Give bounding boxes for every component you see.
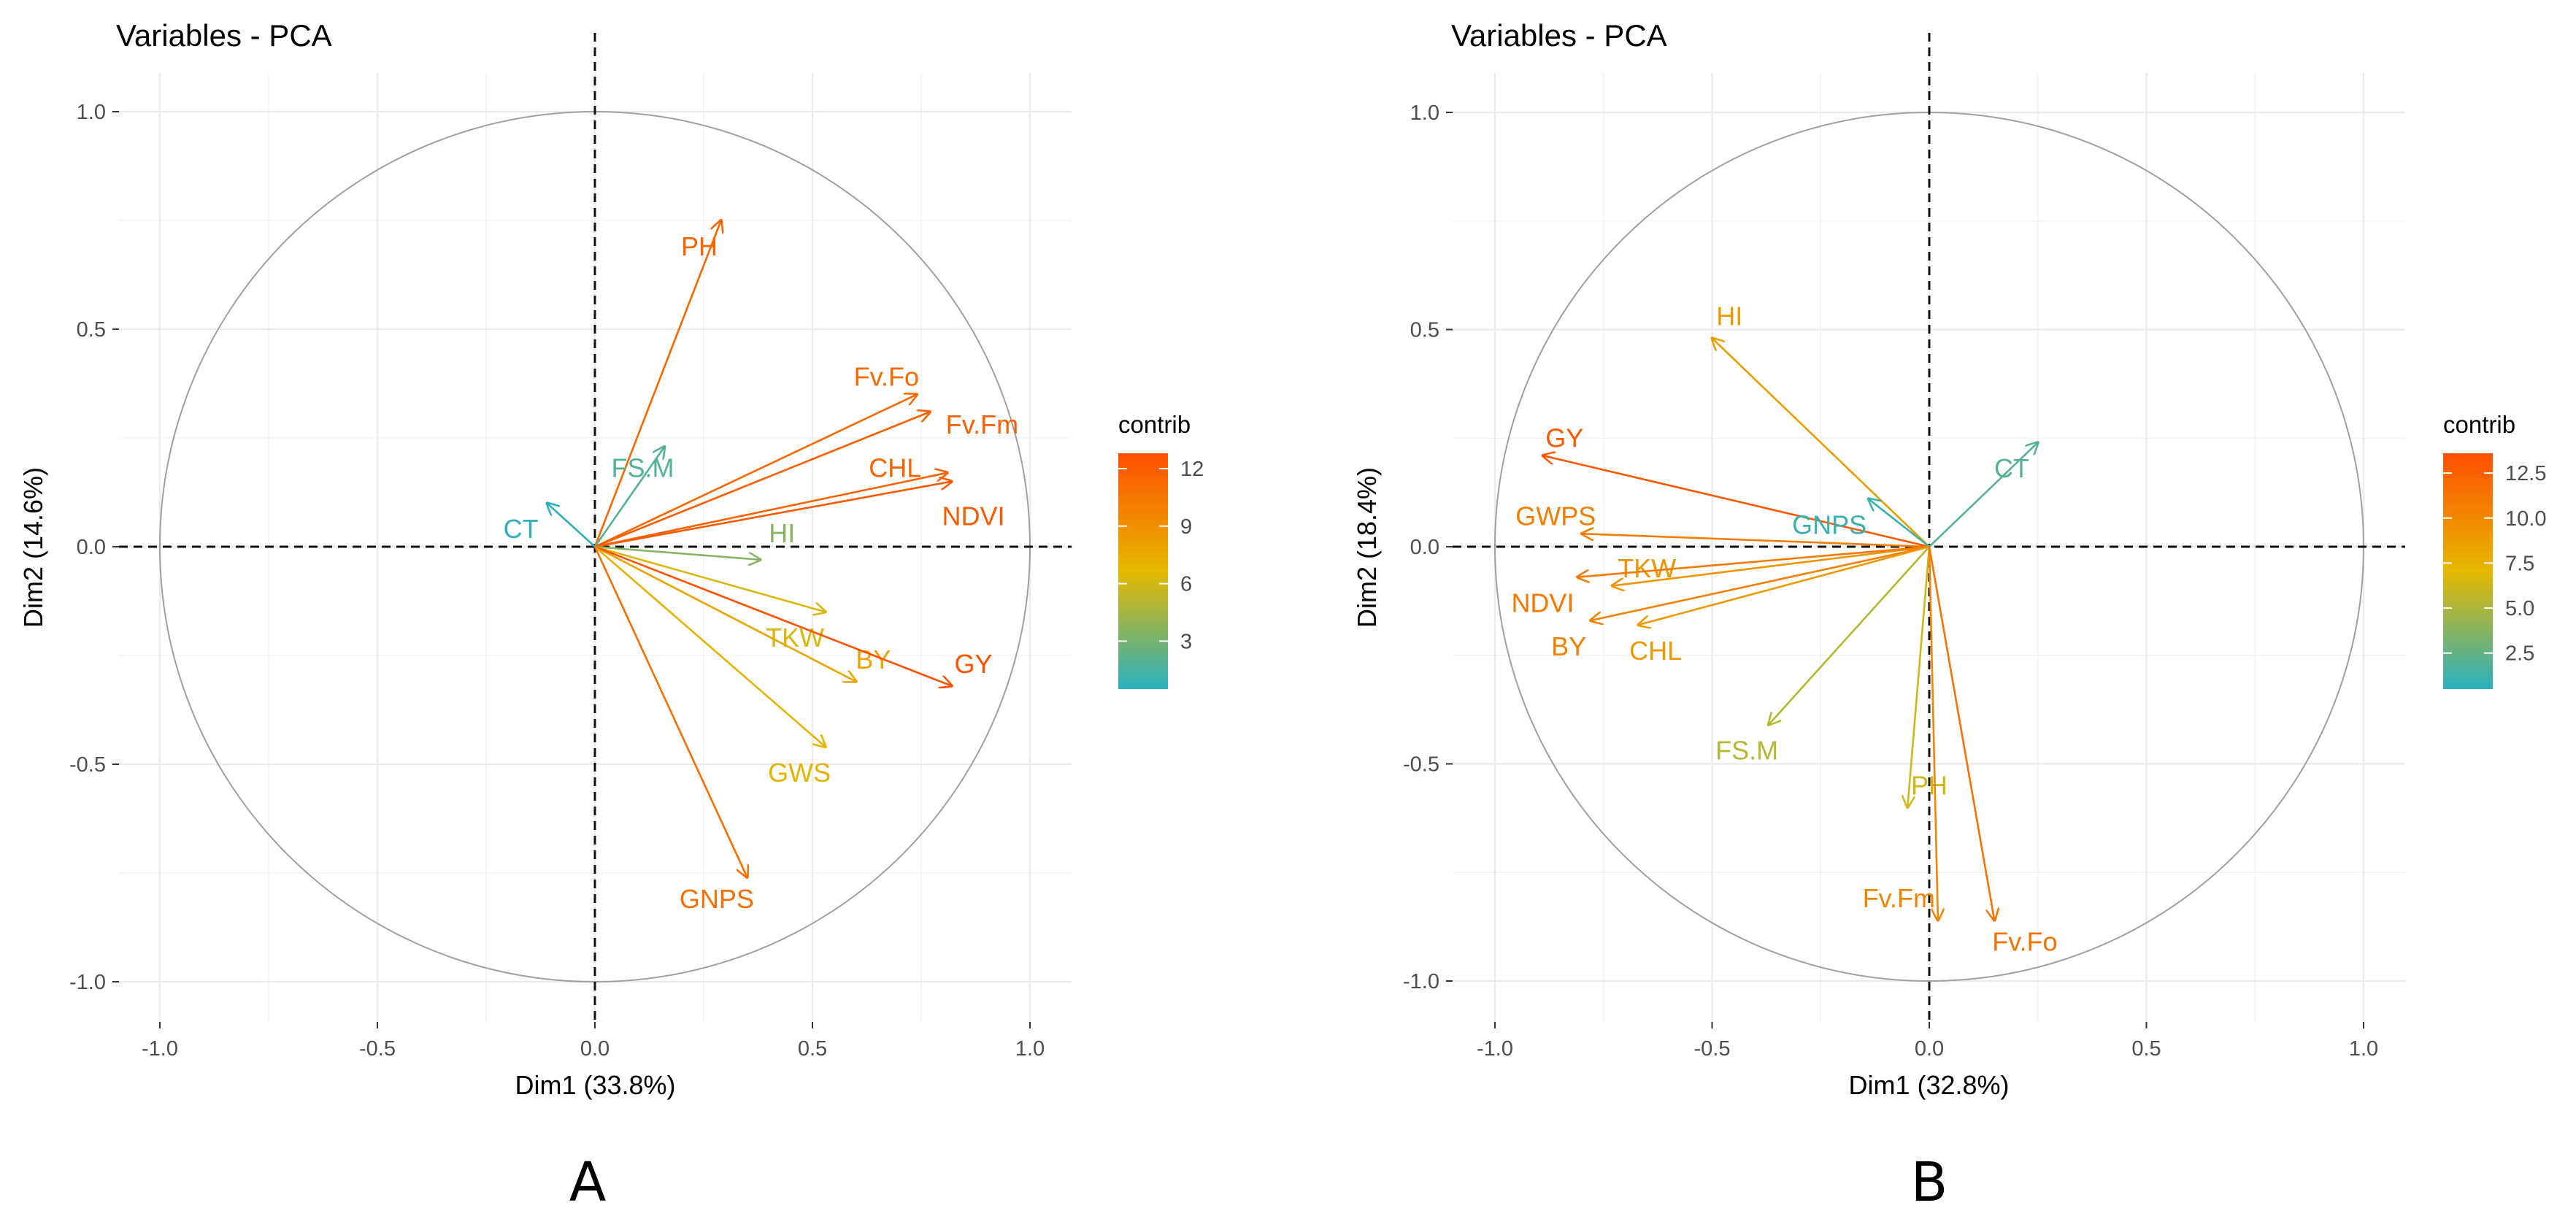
x-tick-label: -1.0 bbox=[1477, 1037, 1513, 1061]
legend-tick-label: 10.0 bbox=[2505, 507, 2546, 531]
variable-arrow bbox=[593, 220, 721, 547]
variable-arrow bbox=[594, 412, 930, 548]
variable-label: HI bbox=[769, 518, 795, 548]
variable-arrow bbox=[1928, 546, 1938, 920]
variable-arrow bbox=[594, 546, 826, 747]
variable-arrow bbox=[594, 545, 856, 682]
pca-panel-b: -1.0 -1.0 -0.5 -0.5 0.0 0.0 0.5 0.5 1.0 1.0 Variab… bbox=[1352, 18, 2546, 1214]
variable-label: TKW bbox=[1618, 553, 1676, 583]
legend-tick-label: 9 bbox=[1180, 515, 1192, 539]
y-tick-label: -1.0 bbox=[1403, 970, 1439, 993]
panel-letter: A bbox=[569, 1151, 607, 1214]
variable-arrow bbox=[1638, 545, 1930, 625]
variable-arrow bbox=[547, 503, 596, 547]
legend-title: contrib bbox=[1118, 411, 1191, 438]
x-axis-label: Dim1 (32.8%) bbox=[1848, 1070, 2009, 1100]
variable-arrow bbox=[1712, 338, 1930, 547]
chart-title: Variables - PCA bbox=[116, 18, 332, 53]
y-tick-label: 0.0 bbox=[77, 536, 106, 559]
variable-arrow bbox=[594, 545, 826, 612]
legend-tick-label: 2.5 bbox=[2505, 642, 2534, 666]
variable-label: Fv.Fo bbox=[1992, 926, 2057, 956]
variable-arrow bbox=[1542, 455, 1930, 548]
y-tick-label: -1.0 bbox=[69, 971, 106, 994]
variable-label: NDVI bbox=[942, 501, 1005, 531]
variable-arrow bbox=[1769, 546, 1930, 725]
variable-label: PH bbox=[1911, 770, 1948, 800]
variable-label: Fv.Fm bbox=[1863, 883, 1935, 913]
x-tick-label: 1.0 bbox=[1015, 1037, 1045, 1061]
y-axis-label: Dim2 (14.6%) bbox=[18, 467, 48, 628]
y-tick-label: 0.5 bbox=[1410, 319, 1439, 342]
panel-letter: B bbox=[1911, 1151, 1948, 1214]
variable-label: BY bbox=[1551, 631, 1586, 661]
variable-arrow bbox=[594, 482, 952, 548]
x-tick-label: -0.5 bbox=[359, 1037, 396, 1061]
variable-arrow bbox=[1612, 545, 1930, 586]
y-tick-label: 1.0 bbox=[77, 101, 106, 124]
variable-label: CHL bbox=[1629, 636, 1682, 666]
x-tick-label: 0.0 bbox=[1915, 1037, 1944, 1061]
variable-arrow bbox=[594, 545, 952, 686]
variable-label: GWPS bbox=[1515, 501, 1596, 531]
variable-label: TKW bbox=[766, 623, 824, 653]
variable-label: Fv.Fm bbox=[946, 409, 1018, 439]
variable-arrow bbox=[1929, 442, 2038, 547]
legend-colorbar bbox=[1118, 453, 1168, 689]
pca-panel-a: -1.0 -1.0 -0.5 -0.5 0.0 0.0 0.5 0.5 1.0 1.0 Variab… bbox=[18, 18, 1204, 1214]
variable-label: HI bbox=[1716, 301, 1742, 331]
legend-tick-label: 3 bbox=[1180, 630, 1192, 653]
legend-tick-label: 12.5 bbox=[2505, 462, 2546, 485]
variable-arrow bbox=[1582, 534, 1930, 548]
legend-tick-label: 7.5 bbox=[2505, 552, 2534, 575]
y-axis-label: Dim2 (18.4%) bbox=[1352, 467, 1382, 628]
variable-label: FS.M bbox=[612, 453, 674, 483]
variable-label: PH bbox=[681, 231, 718, 261]
x-tick-label: 1.0 bbox=[2349, 1037, 2378, 1061]
variable-arrow bbox=[1869, 499, 1930, 548]
chart-title: Variables - PCA bbox=[1451, 18, 1667, 53]
x-tick-label: 0.0 bbox=[580, 1037, 610, 1061]
legend-tick-label: 12 bbox=[1180, 458, 1204, 481]
legend-tick-label: 5.0 bbox=[2505, 597, 2534, 620]
variable-label: GNPS bbox=[1792, 509, 1866, 539]
variable-label: Fv.Fo bbox=[854, 362, 919, 392]
variable-arrow bbox=[1577, 545, 1930, 577]
legend-colorbar bbox=[2443, 453, 2493, 689]
x-axis-label: Dim1 (33.8%) bbox=[515, 1070, 675, 1100]
variable-arrow bbox=[594, 545, 760, 560]
y-tick-label: 0.0 bbox=[1410, 536, 1439, 559]
variable-label: GY bbox=[955, 649, 993, 679]
variable-label: FS.M bbox=[1715, 736, 1778, 766]
y-tick-label: 0.5 bbox=[77, 318, 106, 342]
x-tick-label: -0.5 bbox=[1694, 1037, 1731, 1061]
y-tick-label: -0.5 bbox=[69, 753, 106, 777]
variable-label: GY bbox=[1545, 423, 1583, 453]
variable-label: CHL bbox=[869, 453, 921, 483]
variable-label: GWS bbox=[768, 758, 831, 788]
x-tick-label: 0.5 bbox=[798, 1037, 827, 1061]
variable-arrow bbox=[593, 546, 747, 877]
variable-arrow bbox=[1591, 545, 1930, 620]
variable-arrow bbox=[1907, 546, 1931, 807]
variable-label: NDVI bbox=[1511, 588, 1574, 618]
variable-arrow bbox=[594, 473, 947, 548]
variable-arrow bbox=[593, 447, 664, 547]
y-tick-label: 1.0 bbox=[1410, 101, 1439, 125]
variable-arrow bbox=[594, 394, 917, 548]
variable-label: CT bbox=[504, 514, 539, 544]
legend-tick-label: 6 bbox=[1180, 573, 1192, 596]
variable-label: CT bbox=[1994, 453, 2029, 483]
y-tick-label: -0.5 bbox=[1403, 753, 1439, 777]
variable-arrow bbox=[1928, 546, 1994, 920]
x-tick-label: -1.0 bbox=[142, 1037, 178, 1061]
legend-title: contrib bbox=[2443, 411, 2515, 438]
variable-label: GNPS bbox=[680, 884, 754, 914]
x-tick-label: 0.5 bbox=[2131, 1037, 2161, 1061]
